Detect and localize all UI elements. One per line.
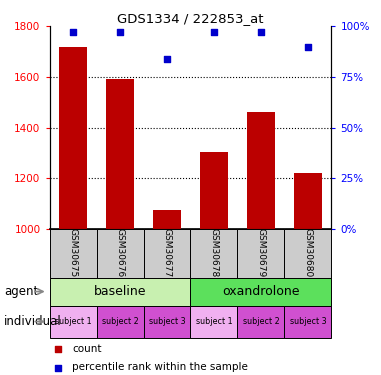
Bar xyxy=(59,46,87,229)
Point xyxy=(70,29,76,35)
Bar xyxy=(50,278,190,306)
Text: percentile rank within the sample: percentile rank within the sample xyxy=(72,363,248,372)
Text: subject 1: subject 1 xyxy=(196,317,232,326)
Point xyxy=(117,29,123,35)
Bar xyxy=(144,229,190,278)
Text: subject 2: subject 2 xyxy=(243,317,279,326)
Text: GSM30680: GSM30680 xyxy=(304,228,312,278)
Bar xyxy=(285,306,331,338)
Bar xyxy=(237,229,285,278)
Bar xyxy=(153,210,181,229)
Bar xyxy=(285,229,331,278)
Bar xyxy=(247,112,275,229)
Point xyxy=(258,29,264,35)
Text: subject 3: subject 3 xyxy=(290,317,326,326)
Text: count: count xyxy=(72,344,102,354)
Text: oxandrolone: oxandrolone xyxy=(222,285,300,298)
Bar xyxy=(237,306,285,338)
Bar xyxy=(106,80,134,229)
Bar xyxy=(294,173,322,229)
Bar xyxy=(50,306,96,338)
Bar xyxy=(190,306,237,338)
Point xyxy=(55,364,61,370)
Bar xyxy=(190,278,331,306)
Text: baseline: baseline xyxy=(94,285,146,298)
Point xyxy=(211,29,217,35)
Bar xyxy=(96,306,144,338)
Bar xyxy=(50,229,96,278)
Bar xyxy=(96,229,144,278)
Text: agent: agent xyxy=(4,285,38,298)
Text: GSM30675: GSM30675 xyxy=(69,228,77,278)
Bar xyxy=(144,306,190,338)
Title: GDS1334 / 222853_at: GDS1334 / 222853_at xyxy=(117,12,264,25)
Point xyxy=(55,346,61,352)
Text: GSM30677: GSM30677 xyxy=(163,228,171,278)
Text: GSM30678: GSM30678 xyxy=(210,228,218,278)
Text: GSM30676: GSM30676 xyxy=(115,228,125,278)
Bar xyxy=(190,229,237,278)
Text: subject 2: subject 2 xyxy=(102,317,138,326)
Point xyxy=(305,44,311,50)
Text: subject 1: subject 1 xyxy=(55,317,91,326)
Bar xyxy=(200,152,228,229)
Text: GSM30679: GSM30679 xyxy=(256,228,266,278)
Text: individual: individual xyxy=(4,315,62,328)
Text: subject 3: subject 3 xyxy=(149,317,185,326)
Point xyxy=(164,56,170,62)
